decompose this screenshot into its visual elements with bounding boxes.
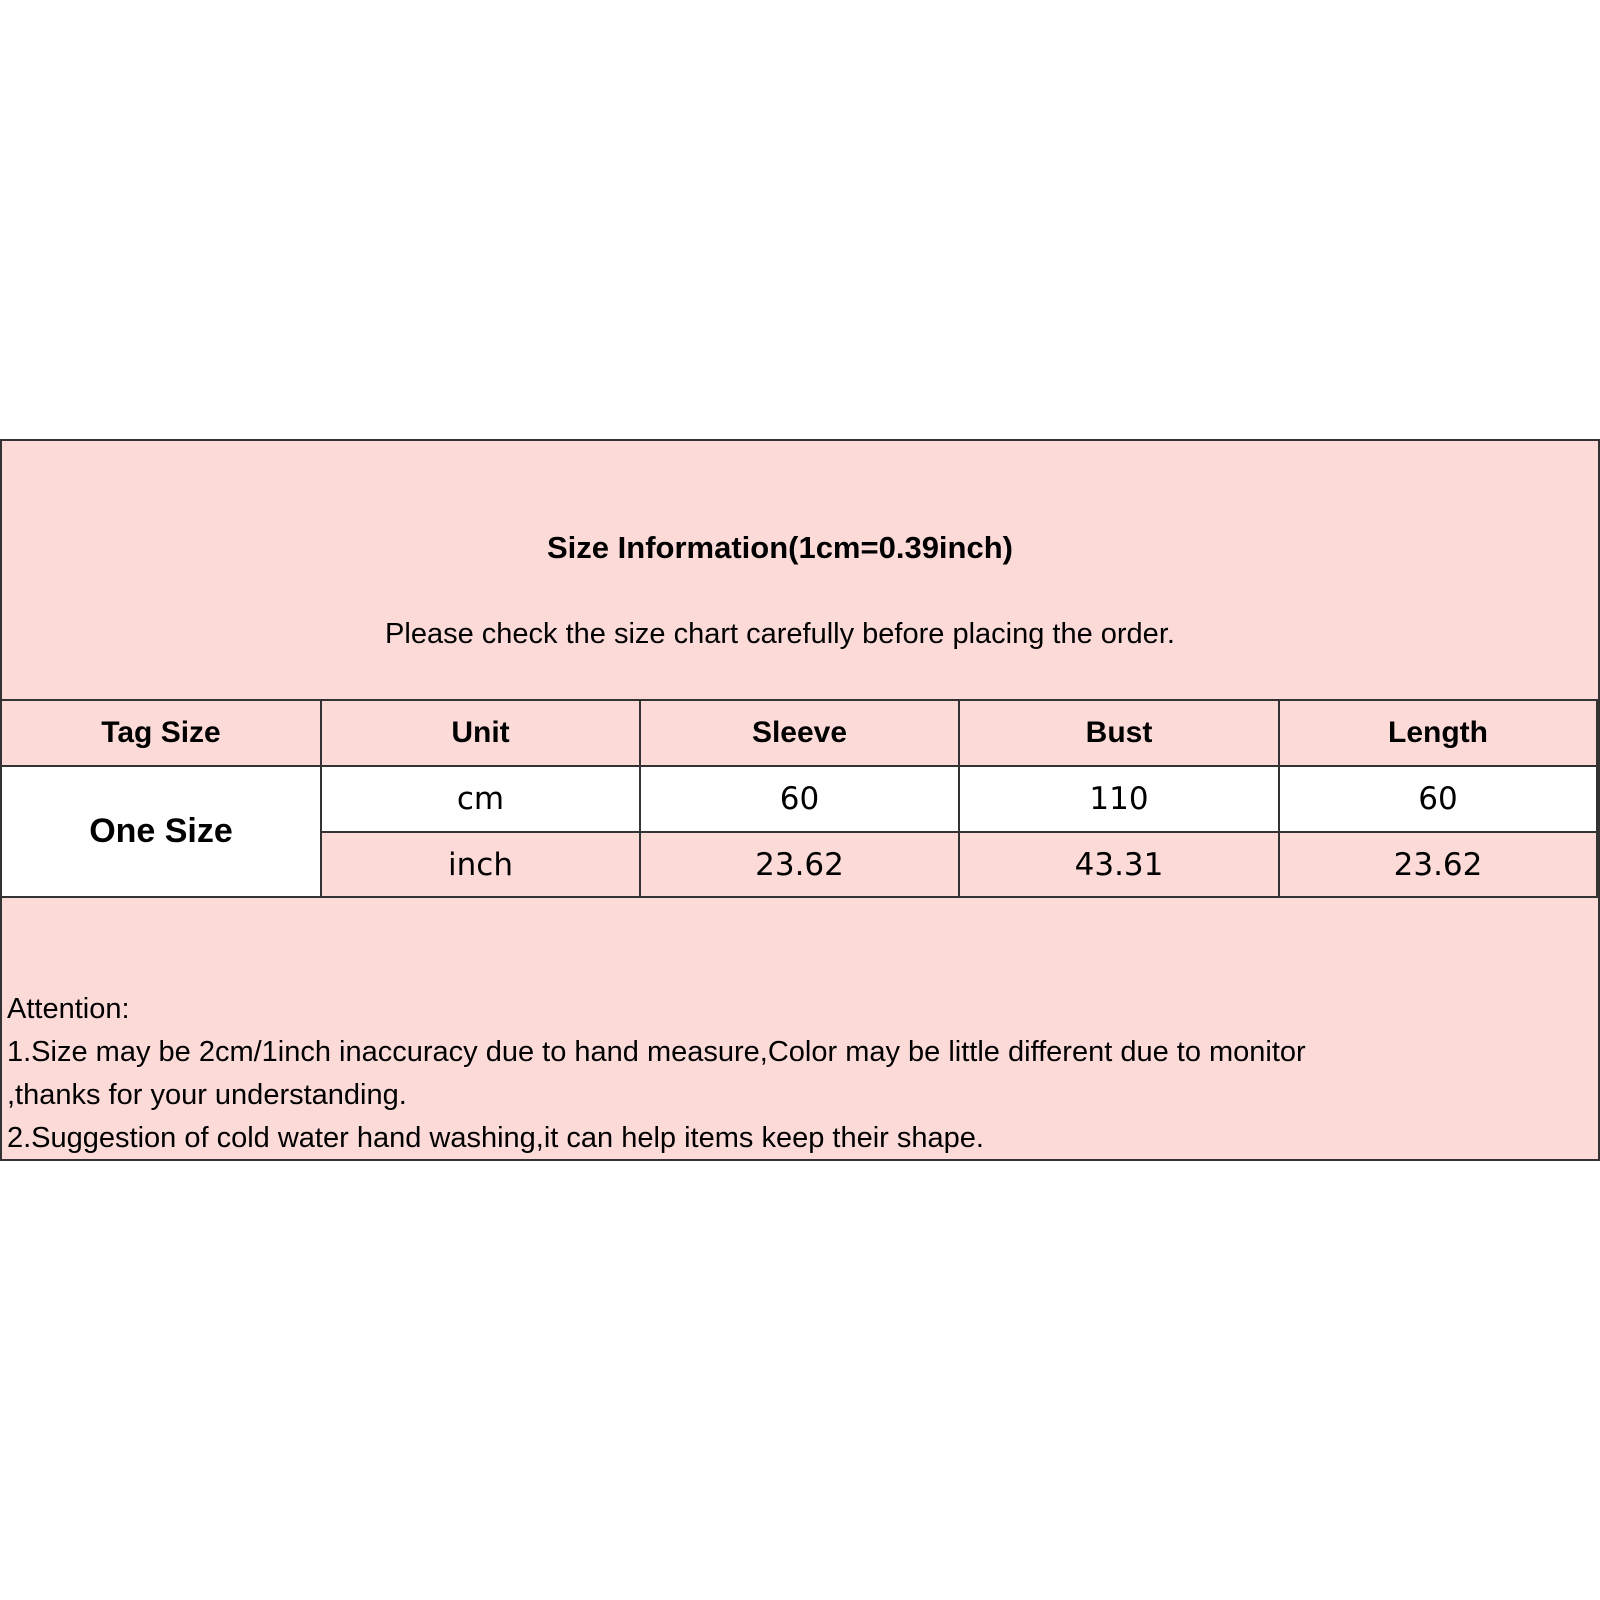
header-tag-size: Tag Size (2, 701, 322, 767)
attention-line: 1.Size may be 2cm/1inch inaccuracy due t… (7, 1036, 1306, 1068)
bust-cm: 110 (960, 767, 1280, 833)
attention-line: ,thanks for your understanding. (7, 1079, 407, 1111)
unit-cm: cm (322, 767, 641, 833)
unit-inch: inch (322, 833, 641, 898)
tag-size-cell: One Size (2, 767, 322, 898)
tag-size-value: One Size (89, 812, 233, 850)
sleeve-inch: 23.62 (641, 833, 960, 898)
sleeve-cm: 60 (641, 767, 960, 833)
chart-subtitle: Please check the size chart carefully be… (385, 618, 1175, 650)
length-cm: 60 (1280, 767, 1598, 833)
header-unit: Unit (322, 701, 641, 767)
attention-heading: Attention: (7, 993, 130, 1025)
divider (0, 699, 1600, 701)
bust-inch: 43.31 (960, 833, 1280, 898)
length-inch: 23.62 (1280, 833, 1598, 898)
header-length: Length (1280, 701, 1598, 767)
header-bust: Bust (960, 701, 1280, 767)
chart-title: Size Information(1cm=0.39inch) (547, 530, 1013, 565)
attention-line: 2.Suggestion of cold water hand washing,… (7, 1122, 984, 1154)
header-sleeve: Sleeve (641, 701, 960, 767)
